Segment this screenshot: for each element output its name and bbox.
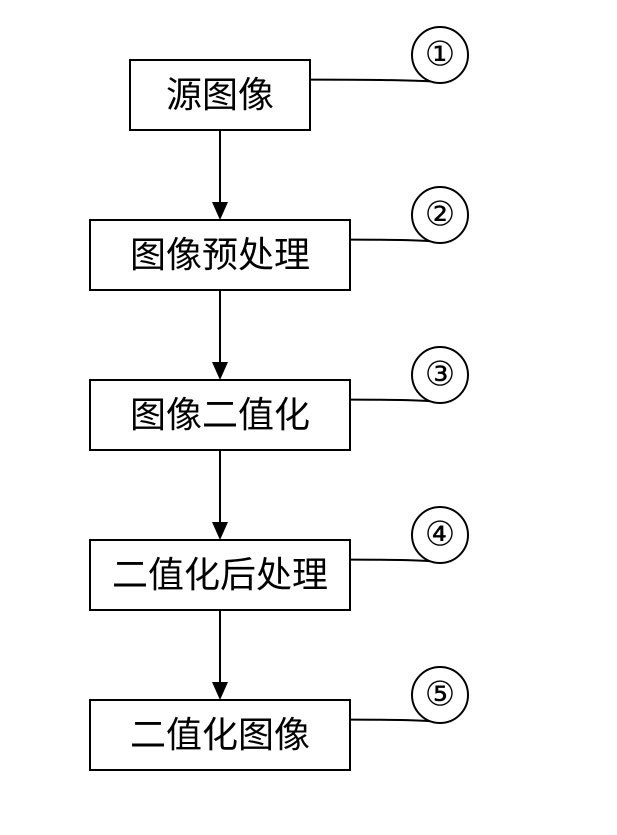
flow-node-label: 源图像 <box>166 75 274 115</box>
flowchart-canvas: 源图像图像预处理图像二值化二值化后处理二值化图像 ① ② ③ ④ ⑤ <box>0 0 617 835</box>
step-badge-label: ② <box>425 197 455 234</box>
flow-node-label: 二值化图像 <box>130 715 310 755</box>
step-badge-label: ④ <box>425 517 455 554</box>
flow-node-label: 二值化后处理 <box>112 555 328 595</box>
step-badge-label: ③ <box>425 357 455 394</box>
step-badge-label: ① <box>425 37 455 74</box>
step-badge-label: ⑤ <box>425 677 455 714</box>
flow-node-label: 图像预处理 <box>130 235 310 275</box>
flow-node-label: 图像二值化 <box>130 395 310 435</box>
